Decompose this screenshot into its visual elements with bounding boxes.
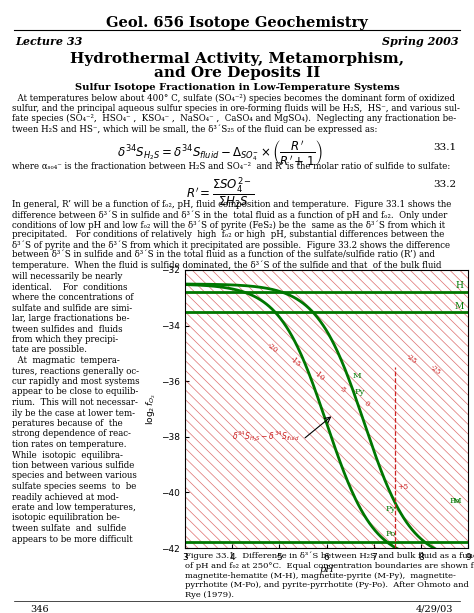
Text: 33.2: 33.2 (433, 180, 456, 189)
Text: Spring 2003: Spring 2003 (383, 36, 459, 47)
Text: 346: 346 (31, 605, 49, 613)
Text: Sulfur Isotope Fractionation in Low-Temperature Systems: Sulfur Isotope Fractionation in Low-Temp… (74, 83, 400, 92)
Text: While  isotopic  equilibra-: While isotopic equilibra- (12, 451, 123, 460)
Text: rium.  This will not necessar-: rium. This will not necessar- (12, 398, 138, 407)
Text: δ³´S of pyrite and the δ³´S from which it precipitated are possible.  Figure 33.: δ³´S of pyrite and the δ³´S from which i… (12, 240, 450, 249)
Text: precipitated.   For conditions of relatively  high  fₒ₂ or high  pH, substantial: precipitated. For conditions of relative… (12, 230, 444, 239)
X-axis label: pH: pH (319, 565, 334, 574)
Text: -25: -25 (404, 352, 419, 365)
Text: peratures because of  the: peratures because of the (12, 419, 123, 428)
Text: from which they precipi-: from which they precipi- (12, 335, 118, 344)
Text: In general, R’ will be a function of fₒ₂, pH, fluid composition and temperature.: In general, R’ will be a function of fₒ₂… (12, 200, 451, 209)
Text: magnetite-hematite (M-H), magnetite-pyrite (M-Py),  magnetite-: magnetite-hematite (M-H), magnetite-pyri… (185, 571, 456, 580)
Text: isotopic equilibration be-: isotopic equilibration be- (12, 514, 120, 522)
Text: 4/29/03: 4/29/03 (415, 605, 453, 613)
Text: At temperatures below about 400° C, sulfate (SO₄⁻²) species becomes the dominant: At temperatures below about 400° C, sulf… (12, 94, 455, 103)
Text: pyrrhotite (M-Po), and pyrite-pyrrhotite (Py-Po).  After Ohmoto and: pyrrhotite (M-Po), and pyrite-pyrrhotite… (185, 581, 469, 590)
Text: of pH and fₒ₂ at 250°C.  Equal concentration boundaries are shown for: of pH and fₒ₂ at 250°C. Equal concentrat… (185, 562, 474, 570)
Text: Py: Py (385, 505, 396, 513)
Text: +5: +5 (397, 483, 409, 491)
Text: -25: -25 (428, 364, 442, 377)
Y-axis label: $\log_{2} f_{O_2}$: $\log_{2} f_{O_2}$ (145, 393, 158, 425)
Text: H: H (456, 281, 463, 290)
Text: 0: 0 (362, 399, 371, 408)
Text: cur rapidly and most systems: cur rapidly and most systems (12, 377, 140, 386)
Text: sulfur, and the principal aqueous sulfur species in ore-forming fluids will be H: sulfur, and the principal aqueous sulfur… (12, 104, 460, 113)
Text: Rye (1979).: Rye (1979). (185, 591, 234, 599)
Text: $R' = \dfrac{\Sigma SO_4^{2-}}{\Sigma H_2 S}$: $R' = \dfrac{\Sigma SO_4^{2-}}{\Sigma H_… (186, 175, 255, 210)
Text: Figure 33.1.  Difference in δ³´S between H₂S and bulk fluid as a function: Figure 33.1. Difference in δ³´S between … (185, 552, 474, 560)
Text: $\delta^{34}S_{H_2S} - \delta^{34}S_{fluid}$: $\delta^{34}S_{H_2S} - \delta^{34}S_{flu… (232, 429, 300, 444)
Text: M: M (454, 302, 463, 311)
Text: tion between various sulfide: tion between various sulfide (12, 461, 134, 470)
Text: erate and low temperatures,: erate and low temperatures, (12, 503, 136, 512)
Text: between δ³´S in sulfide and δ³´S in the total fluid as a function of the sulfate: between δ³´S in sulfide and δ³´S in the … (12, 250, 435, 259)
Text: tween sulfate  and  sulfide: tween sulfate and sulfide (12, 524, 126, 533)
Text: strong dependence of reac-: strong dependence of reac- (12, 430, 131, 438)
Text: lar, large fractionations be-: lar, large fractionations be- (12, 314, 129, 323)
Text: where the concentrations of: where the concentrations of (12, 293, 134, 302)
Text: Lecture 33: Lecture 33 (15, 36, 82, 47)
Text: -15: -15 (289, 355, 303, 368)
Text: temperature.  When the fluid is sulfide dominated, the δ³´S of the sulfide and t: temperature. When the fluid is sulfide d… (12, 260, 441, 270)
Text: Py: Py (355, 388, 365, 397)
Text: will necessarily be nearly: will necessarily be nearly (12, 272, 122, 281)
Text: species and between various: species and between various (12, 471, 137, 481)
Text: -20: -20 (265, 341, 279, 354)
Text: Hydrothermal Activity, Metamorphism,: Hydrothermal Activity, Metamorphism, (70, 52, 404, 66)
Text: $\delta^{34}S_{H_2S} = \delta^{34}S_{fluid} - \Delta_{SO_4^{-}} \times \left(\df: $\delta^{34}S_{H_2S} = \delta^{34}S_{flu… (117, 138, 323, 167)
Text: sulfate and sulfide are simi-: sulfate and sulfide are simi- (12, 303, 132, 313)
Text: -10: -10 (312, 369, 327, 383)
Text: Po: Po (385, 530, 396, 538)
Text: Po: Po (449, 497, 459, 504)
Text: M: M (452, 497, 461, 504)
Text: tures, reactions generally oc-: tures, reactions generally oc- (12, 367, 139, 376)
Text: M: M (353, 371, 362, 379)
Text: tion rates on temperature.: tion rates on temperature. (12, 440, 127, 449)
Text: tween sulfides and  fluids: tween sulfides and fluids (12, 324, 123, 333)
Text: where αₛₒ₄⁻ is the fractionation between H₂S and SO₄⁻²  and R’ is the molar rati: where αₛₒ₄⁻ is the fractionation between… (12, 162, 450, 171)
Text: tween H₂S and HS⁻, which will be small, the δ³´S₂₅ of the fluid can be expressed: tween H₂S and HS⁻, which will be small, … (12, 124, 377, 134)
Text: difference between δ³´S in sulfide and δ³´S in the  total fluid as a function of: difference between δ³´S in sulfide and δ… (12, 210, 447, 219)
Text: conditions of low pH and low fₒ₂ will the δ³´S of pyrite (FeS₂) be the  same as : conditions of low pH and low fₒ₂ will th… (12, 220, 445, 229)
Text: sulfate species seems  to  be: sulfate species seems to be (12, 482, 137, 491)
Text: and Ore Deposits II: and Ore Deposits II (154, 66, 320, 80)
Text: 33.1: 33.1 (433, 143, 456, 152)
Text: identical.    For  conditions: identical. For conditions (12, 283, 128, 292)
Text: appear to be close to equilib-: appear to be close to equilib- (12, 387, 138, 397)
Text: appears to be more difficult: appears to be more difficult (12, 535, 133, 544)
Text: Geol. 656 Isotope Geochemistry: Geol. 656 Isotope Geochemistry (106, 16, 368, 30)
Text: At  magmatic  tempera-: At magmatic tempera- (12, 356, 120, 365)
Text: ily be the case at lower tem-: ily be the case at lower tem- (12, 408, 135, 417)
Text: readily achieved at mod-: readily achieved at mod- (12, 492, 118, 501)
Text: -5: -5 (338, 384, 348, 395)
Text: fate species (SO₄⁻²,  HSO₄⁻ ,  KSO₄⁻ ,  NaSO₄⁻ ,  CaSO₄ and MgSO₄).  Neglecting : fate species (SO₄⁻², HSO₄⁻ , KSO₄⁻ , NaS… (12, 114, 456, 123)
Text: tate are possible.: tate are possible. (12, 346, 87, 354)
